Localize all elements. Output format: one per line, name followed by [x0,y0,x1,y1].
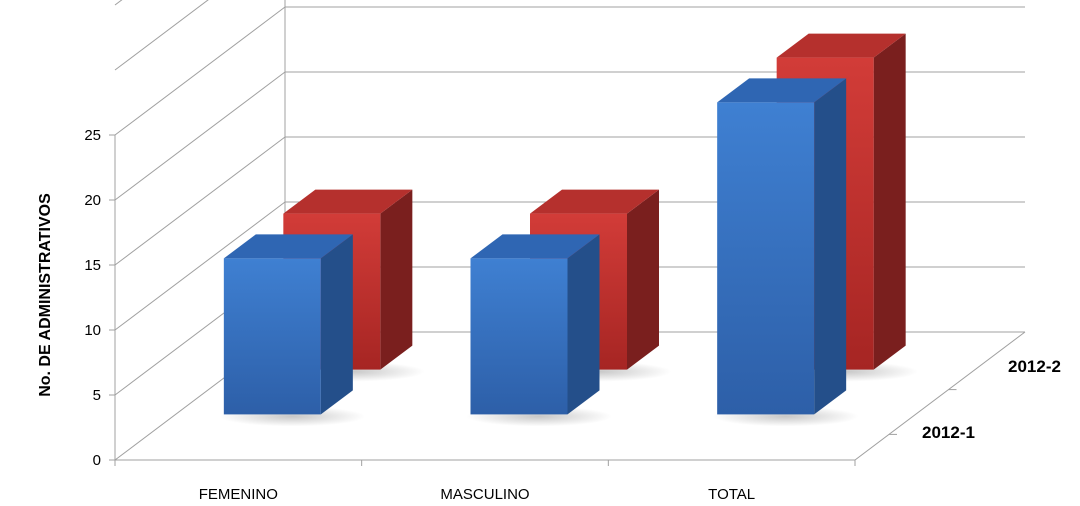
bar-side [320,234,353,415]
series-axis-label: 2012-2 [1008,357,1061,376]
bar-2012-1-MASCULINO [466,234,612,427]
gridline-side [114,201,286,331]
gridline-side [114,0,123,6]
series-axis-label: 2012-1 [922,423,975,442]
y-tick-label: 10 [84,322,101,339]
bar-top [717,78,847,103]
bar-top [283,189,413,214]
y-tick-label: 0 [93,452,101,469]
bar-side [814,78,847,415]
gridline-side [114,0,209,71]
y-tick-label: 20 [84,192,101,209]
bar-2012-1-TOTAL [712,78,859,427]
bar-front [223,258,321,415]
y-tick-label: 15 [84,257,101,274]
x-category-label: TOTAL [708,486,755,503]
bar-top [530,189,659,214]
bar-side [380,189,413,370]
gridline-side [114,136,286,266]
x-category-label: MASCULINO [440,486,529,503]
y-axis-title: No. DE ADMINISTRATIVOS [37,193,54,397]
bar-side [567,234,600,415]
gridline-side [114,6,286,136]
gridline-side [114,71,286,201]
bar-front [717,102,815,415]
bar-side [873,33,906,370]
y-tick-label: 5 [93,387,101,404]
x-category-label: FEMENINO [199,486,278,503]
bar-front [470,258,568,415]
bar-top [223,234,353,259]
y-tick-label: 25 [84,127,101,144]
bar-top [470,234,600,259]
bar-top [776,33,906,58]
bar-2012-1-FEMENINO [219,234,366,427]
bar-side [627,189,659,370]
